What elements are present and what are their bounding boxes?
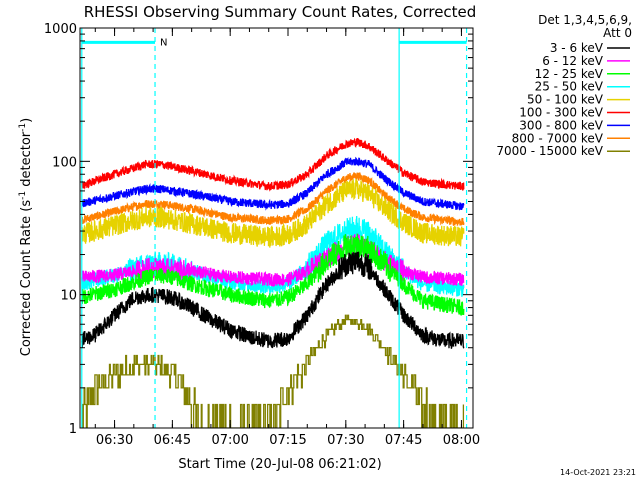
y-tick-label: 10	[60, 289, 77, 304]
series-line-6	[81, 156, 465, 211]
x-axis: 06:30 06:45 07:00 07:15 07:30 07:45 08:00	[94, 28, 480, 448]
legend-header-line1: Det 1,3,4,5,6,9,	[538, 13, 632, 27]
x-tick-label: 07:15	[269, 433, 306, 448]
legend-label: 800 - 7000 keV	[512, 131, 604, 145]
legend-label: 25 - 50 keV	[535, 80, 604, 94]
legend-label: 3 - 6 keV	[550, 41, 604, 55]
legend-label: 12 - 25 keV	[535, 67, 604, 81]
y-axis: 1 10 100 1000	[44, 22, 473, 437]
series-line-2	[81, 233, 465, 316]
y-axis-label-mid: detector	[19, 131, 34, 191]
series-line-7	[81, 172, 465, 227]
y-axis-label-main: Corrected Count Rate (s	[19, 200, 34, 357]
y-axis-label-end: )	[19, 118, 34, 123]
timestamp: 14-Oct-2021 23:21	[560, 468, 636, 477]
y-axis-label-sup2: -1	[18, 123, 28, 132]
x-axis-label: Start Time (20-Jul-08 06:21:02)	[178, 457, 381, 472]
series-line-4	[81, 179, 465, 248]
series-line-5	[81, 137, 465, 192]
plot-area	[79, 27, 474, 429]
x-tick-label: 06:30	[96, 433, 133, 448]
legend-label: 100 - 300 keV	[519, 106, 603, 120]
y-axis-label-sup1: -1	[18, 191, 28, 200]
x-tick-label: 07:30	[327, 433, 364, 448]
legend-label: 7000 - 15000 keV	[496, 144, 603, 158]
x-tick-label: 08:00	[443, 433, 480, 448]
x-tick-label: 07:45	[385, 433, 422, 448]
y-axis-label: Corrected Count Rate (s-1 detector-1)	[18, 118, 34, 356]
flag-label: N	[160, 37, 167, 48]
x-tick-label: 07:00	[211, 433, 248, 448]
legend-label: 6 - 12 keV	[542, 54, 604, 68]
series-line-8	[81, 314, 465, 428]
y-tick-label: 1000	[44, 22, 77, 37]
y-tick-label: 1	[69, 422, 77, 437]
legend-label: 50 - 100 keV	[527, 93, 604, 107]
y-tick-label: 100	[52, 155, 77, 170]
plot-frame	[79, 27, 474, 429]
chart-title: RHESSI Observing Summary Count Rates, Co…	[84, 3, 477, 21]
x-tick-label: 06:45	[154, 433, 191, 448]
series-line-0	[81, 251, 465, 349]
legend-label: 300 - 800 keV	[519, 118, 603, 132]
legend-header-line2: Att 0	[603, 26, 632, 40]
